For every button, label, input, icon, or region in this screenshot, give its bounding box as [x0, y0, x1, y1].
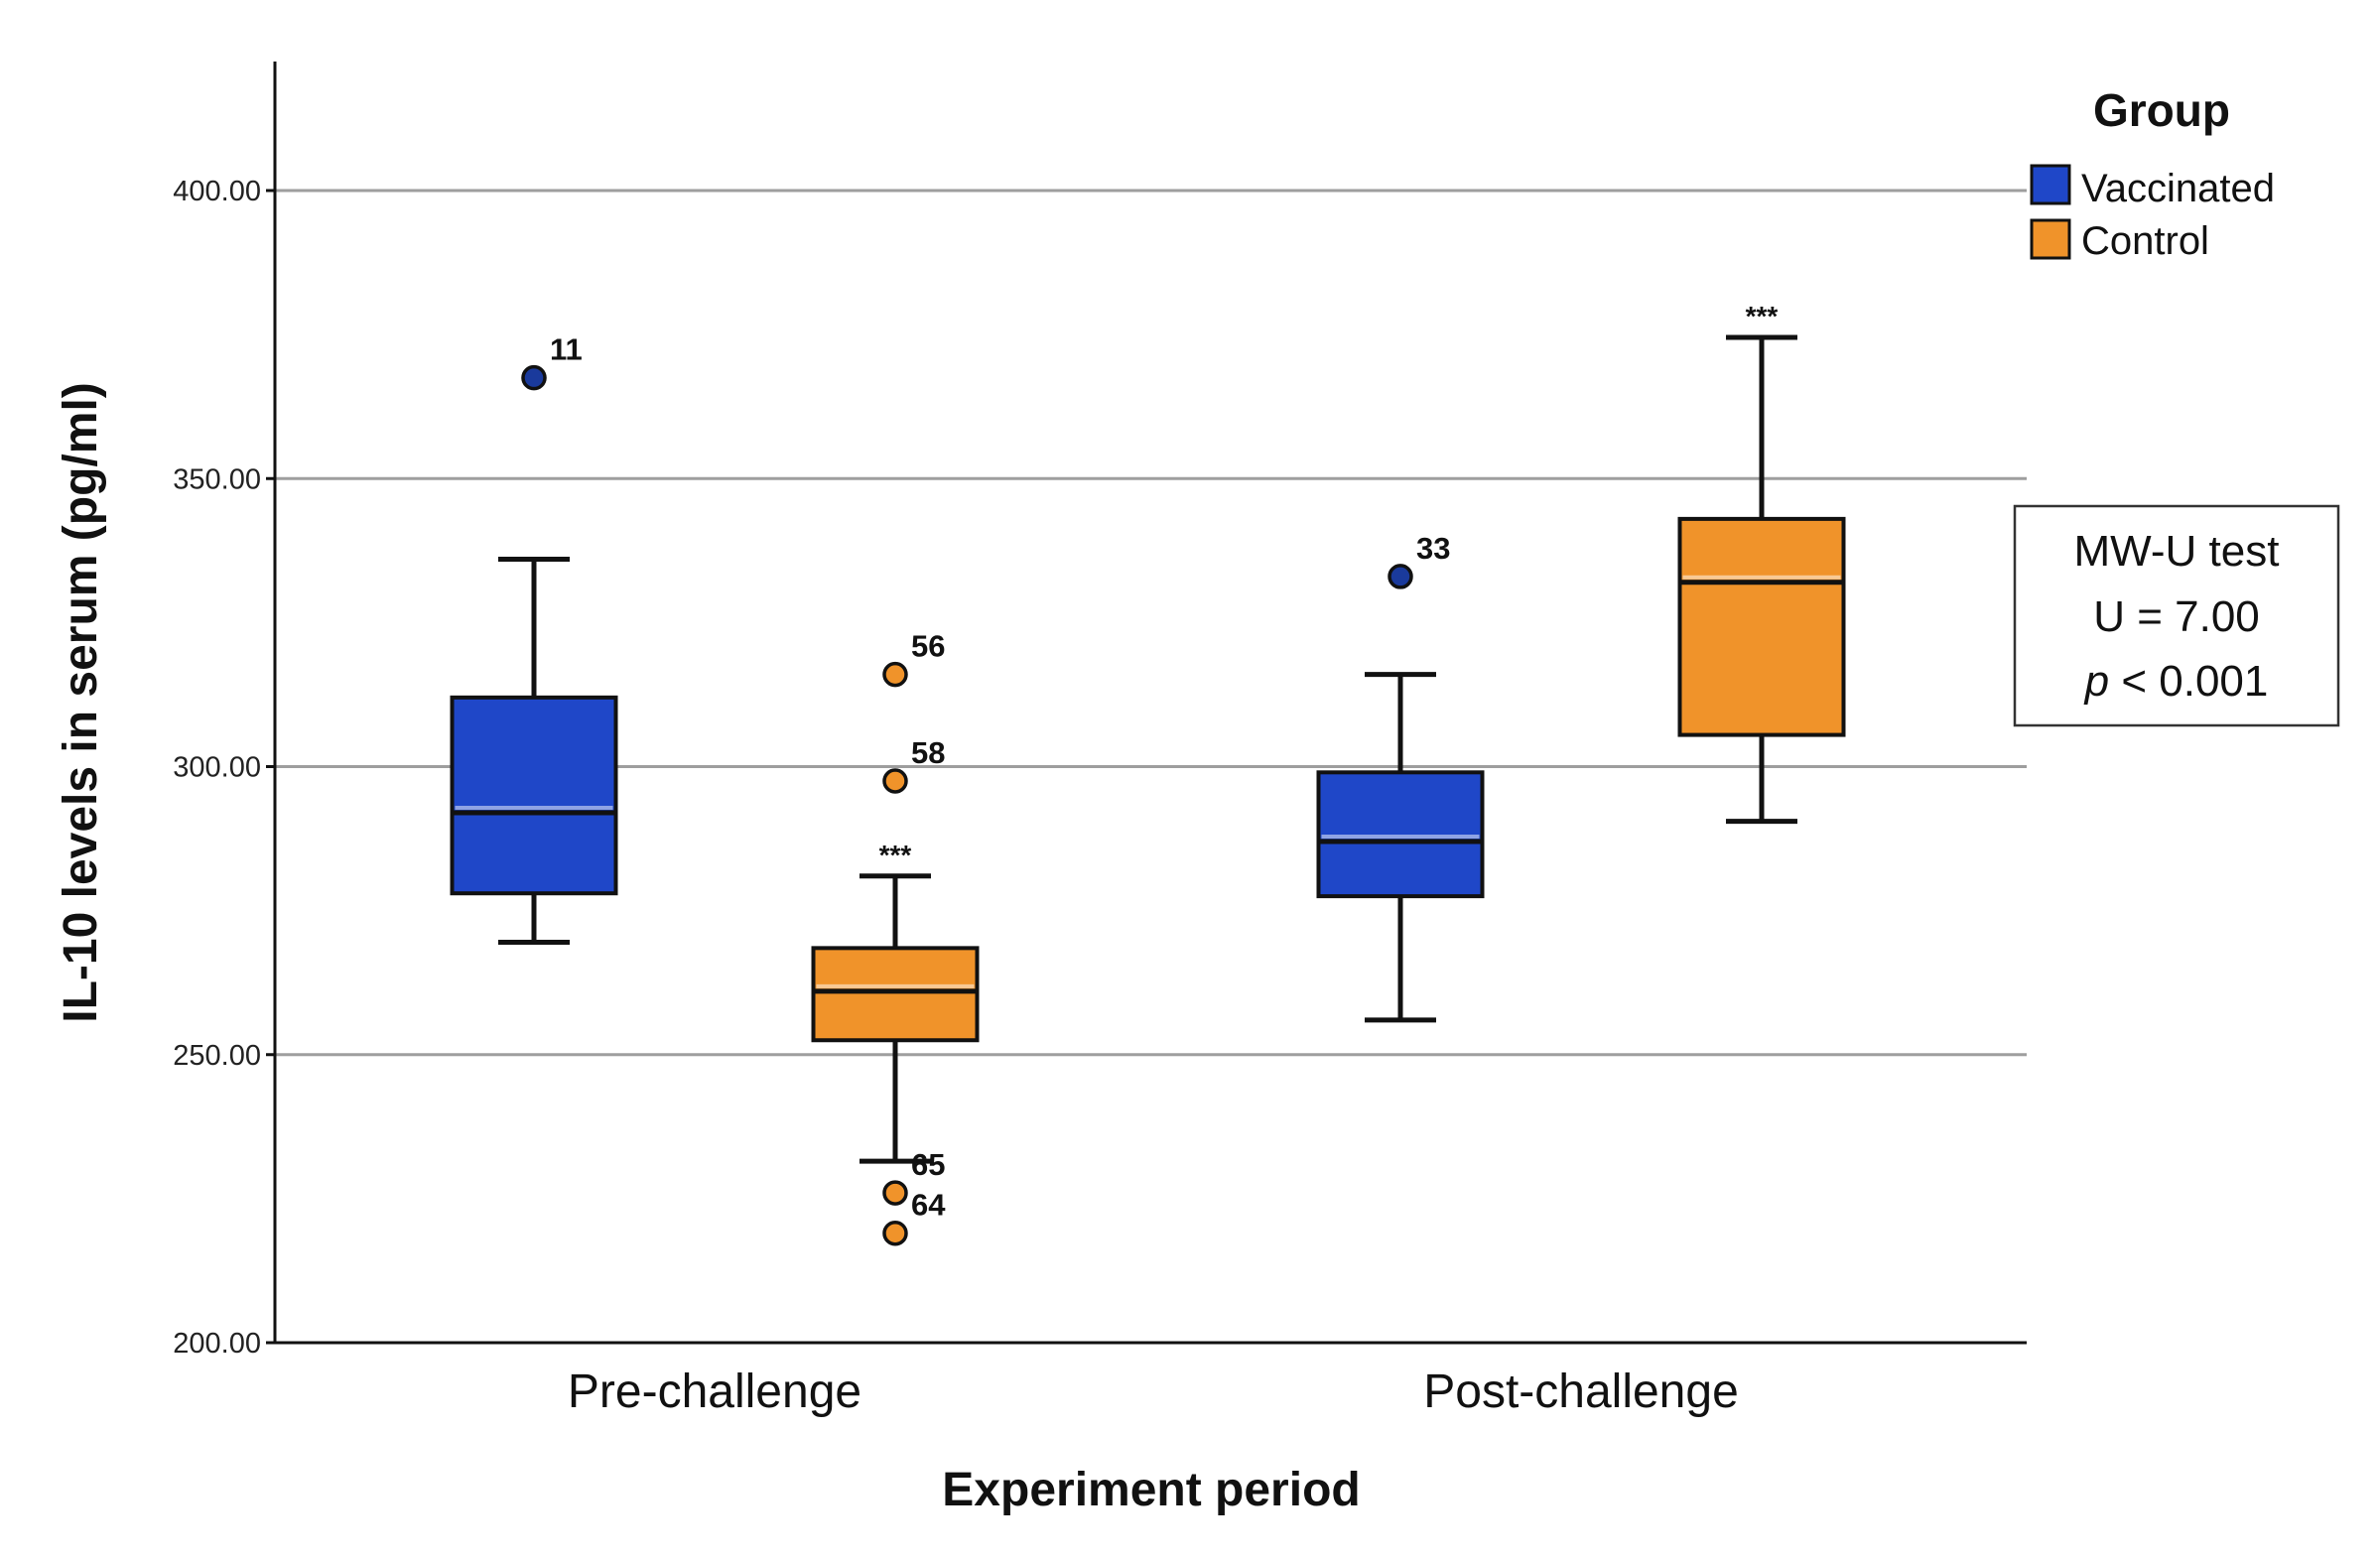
- box-iqr: [1316, 770, 1485, 899]
- box-plots: 11 33 56 58 65 64 *** ***: [450, 301, 1846, 1246]
- box-vaccinated-pre-challenge: 11: [450, 332, 618, 946]
- x-axis-title: Experiment period: [942, 1464, 1360, 1516]
- outlier-point: [882, 768, 908, 794]
- legend: Group Vaccinated Control: [2030, 84, 2275, 263]
- y-axis-title: IL-10 levels in serum (pg/ml): [55, 382, 107, 1023]
- outlier-point: [882, 1220, 908, 1246]
- outlier-point: [1388, 564, 1413, 589]
- legend-label-control: Control: [2081, 219, 2209, 263]
- outlier-point: [521, 364, 547, 391]
- y-tick-label: 250.00: [173, 1040, 261, 1072]
- y-tick-labels: 400.00 350.00 300.00 250.00 200.00: [173, 176, 275, 1360]
- outlier-point: [882, 1180, 908, 1206]
- y-tick-label: 350.00: [173, 463, 261, 495]
- x-category-label: Pre-challenge: [568, 1366, 861, 1418]
- x-category-labels: Pre-challenge Post-challenge: [568, 1366, 1739, 1418]
- legend-label-vaccinated: Vaccinated: [2081, 167, 2275, 210]
- legend-swatch-vaccinated: [2030, 164, 2071, 205]
- legend-swatch-control: [2030, 218, 2071, 260]
- outlier-label: 64: [911, 1188, 946, 1223]
- legend-title: Group: [2093, 84, 2230, 136]
- y-tick-label: 300.00: [173, 752, 261, 784]
- stats-p-value: p < 0.001: [2083, 657, 2269, 706]
- significance-marker: ***: [1746, 301, 1779, 331]
- stats-box-frame: [2013, 504, 2340, 727]
- outlier-label: 56: [911, 629, 945, 664]
- x-category-label: Post-challenge: [1423, 1366, 1739, 1418]
- outlier-label: 33: [1416, 531, 1450, 566]
- outlier-label: 58: [911, 735, 945, 770]
- significance-marker: ***: [879, 840, 912, 870]
- outlier-label: 65: [911, 1147, 945, 1182]
- stats-u-value: U = 7.00: [2093, 592, 2260, 641]
- box-control-pre-challenge: 56 58 65 64 ***: [811, 629, 980, 1246]
- stats-test-name: MW-U test: [2074, 527, 2280, 576]
- stats-annotation-box: MW-U test U = 7.00 p < 0.001: [2013, 504, 2340, 727]
- axes: [273, 62, 2027, 1345]
- outlier-label: 11: [550, 332, 583, 367]
- box-iqr: [1677, 516, 1846, 737]
- y-tick-label: 200.00: [173, 1328, 261, 1360]
- y-tick-label: 400.00: [173, 176, 261, 207]
- box-control-post-challenge: ***: [1677, 301, 1846, 825]
- box-iqr: [811, 946, 980, 1043]
- box-vaccinated-post-challenge: 33: [1316, 531, 1485, 1023]
- outlier-point: [882, 661, 908, 688]
- box-iqr: [450, 695, 618, 896]
